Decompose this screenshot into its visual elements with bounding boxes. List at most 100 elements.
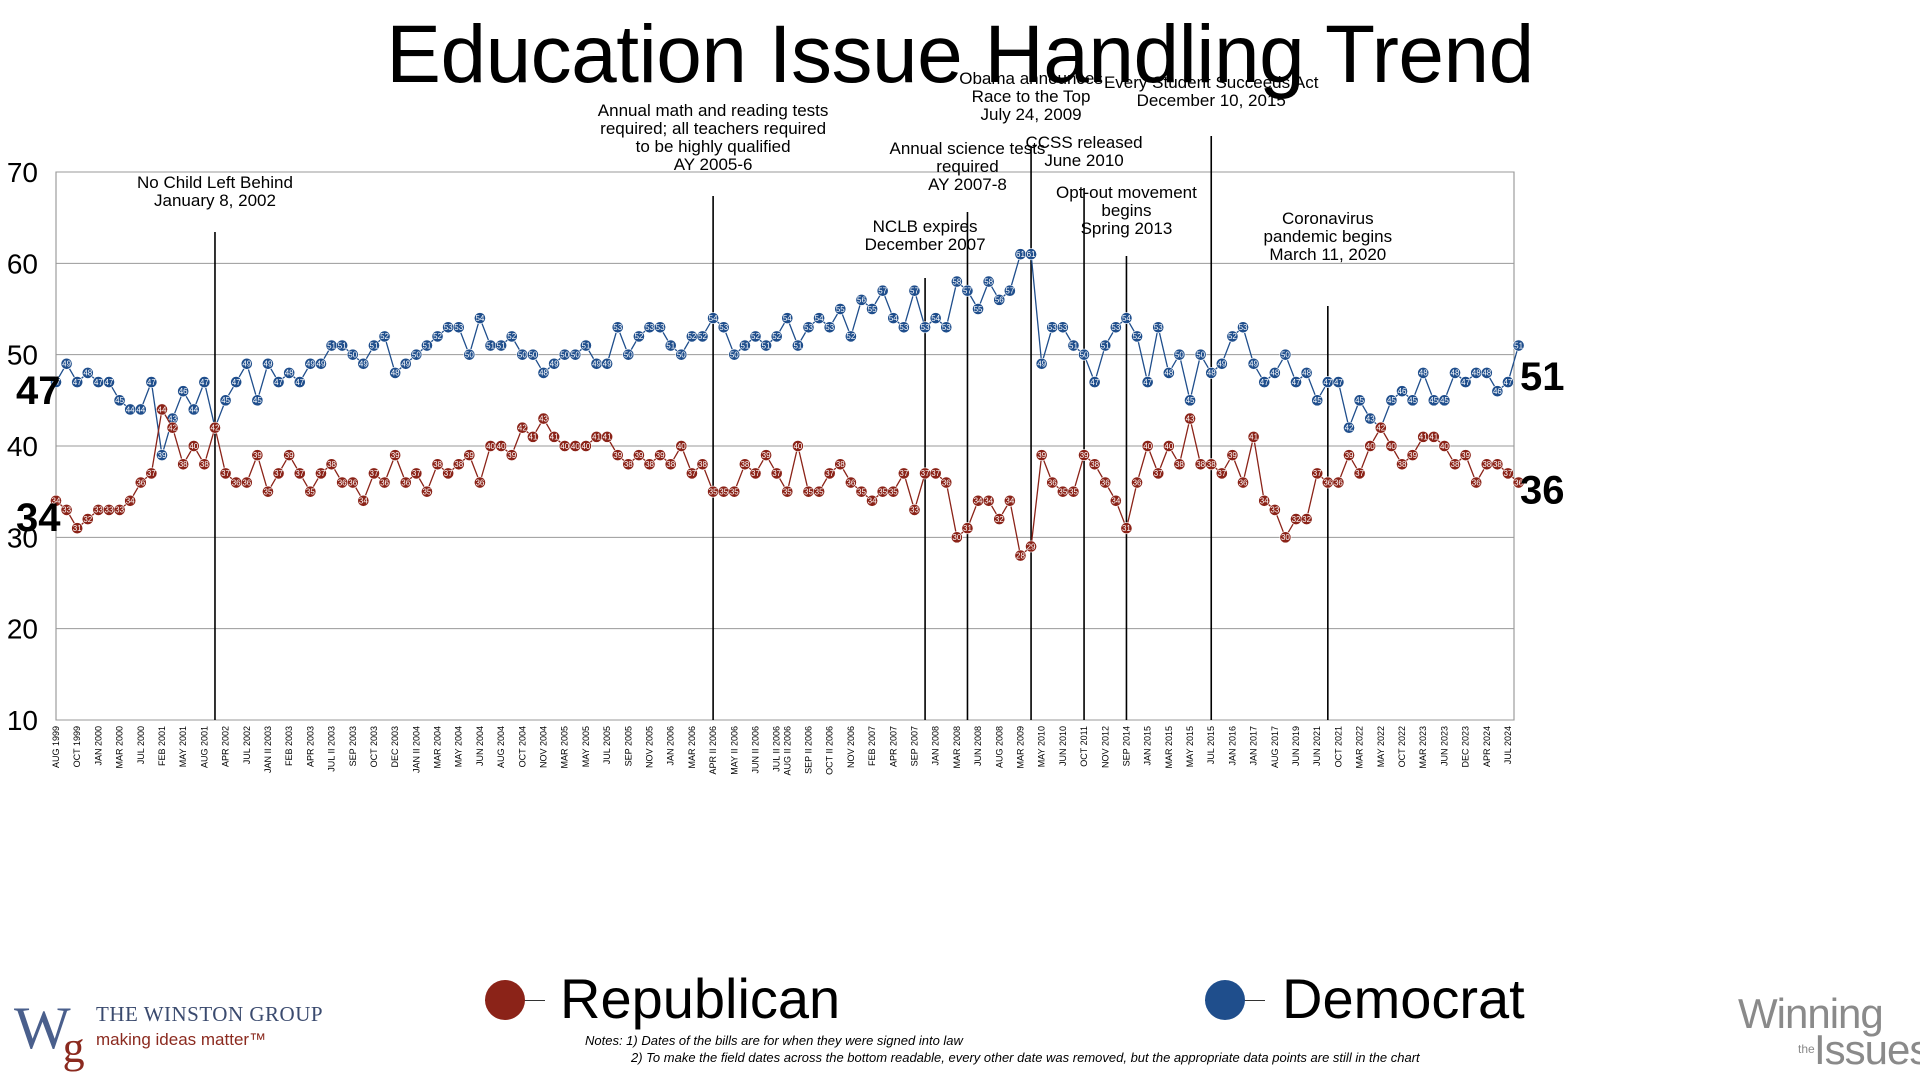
democrat-point-label: 50: [465, 350, 474, 359]
x-tick-label: MAR 2004: [433, 726, 443, 769]
democrat-point-marker: [1109, 321, 1122, 334]
republican-point-label: 34: [1005, 497, 1014, 506]
republican-point-label: 41: [603, 433, 612, 442]
grid-layer: 10 20 30 40 50 60 70: [7, 157, 1515, 736]
democrat-data-point: 51: [739, 339, 751, 352]
democrat-data-point: 53: [1046, 321, 1059, 334]
republican-point-label: 39: [465, 451, 474, 460]
republican-data-point: 38: [325, 458, 338, 471]
republican-data-point: 36: [230, 476, 243, 489]
republican-point-label: 33: [105, 506, 114, 515]
democrat-point-marker: [1152, 321, 1165, 334]
democrat-point-label: 49: [306, 360, 315, 369]
democrat-point-marker: [580, 339, 592, 352]
democrat-point-marker: [1396, 385, 1408, 398]
republican-point-marker: [156, 403, 168, 416]
republican-point-marker: [887, 485, 900, 498]
republican-point-label: 37: [931, 469, 940, 478]
republican-point-marker: [346, 476, 359, 489]
republican-data-point: 38: [622, 458, 635, 471]
republican-point-label: 36: [1101, 478, 1110, 487]
republican-point-label: 42: [168, 424, 177, 433]
x-tick-label: SEP II 2006: [803, 726, 813, 774]
republican-data-point: 35: [855, 485, 868, 498]
democrat-data-point: 52: [1131, 330, 1143, 343]
republican-point-marker: [1459, 449, 1472, 462]
annotation-text: Spring 2013: [1081, 219, 1173, 238]
republican-point-label: 36: [1133, 478, 1142, 487]
republican-data-point: 39: [505, 449, 518, 462]
republican-point-marker: [399, 476, 412, 489]
republican-point-label: 38: [645, 460, 654, 469]
x-tick-label: JAN II 2003: [263, 726, 273, 773]
democrat-point-label: 50: [730, 350, 739, 359]
democrat-data-point: 47: [293, 376, 306, 388]
annotation-text: January 8, 2002: [154, 191, 276, 210]
x-tick-label: JAN II 2004: [411, 726, 421, 773]
republican-point-label: 36: [232, 478, 241, 487]
x-tick-label: NOV 2006: [846, 726, 856, 768]
republican-data-point: 36: [844, 476, 857, 489]
democrat-data-point: 49: [1035, 357, 1048, 370]
republican-point-label: 39: [1461, 451, 1470, 460]
democrat-point-marker: [1205, 367, 1218, 379]
republican-point-marker: [304, 485, 317, 498]
annotation-text: NCLB expires: [873, 217, 978, 236]
republican-data-point: 31: [961, 522, 974, 535]
democrat-point-label: 45: [253, 396, 262, 405]
republican-point-label: 38: [1090, 460, 1099, 469]
democrat-point-marker: [1237, 321, 1249, 334]
democrat-point-label: 49: [1249, 360, 1258, 369]
democrat-point-marker: [717, 321, 730, 334]
republican-point-label: 37: [274, 469, 283, 478]
democrat-point-marker: [452, 321, 465, 334]
republican-data-point: 38: [452, 458, 465, 471]
republican-point-marker: [1109, 494, 1122, 507]
republican-point-label: 40: [497, 442, 506, 451]
x-tick-label: FEB 2007: [867, 726, 877, 766]
republican-point-marker: [219, 467, 232, 480]
democrat-point-marker: [739, 339, 751, 352]
democrat-point-marker: [1343, 421, 1355, 434]
republican-point-marker: [1078, 449, 1090, 462]
chart-notes: Notes: 1) Dates of the bills are for whe…: [585, 1032, 1420, 1066]
democrat-point-label: 50: [1196, 350, 1205, 359]
democrat-point-marker: [855, 293, 868, 306]
annotation-text: Every Student Succeeds Act: [1104, 73, 1319, 92]
x-tick-label: JUN 2004: [475, 726, 485, 766]
democrat-data-point: 50: [1173, 348, 1186, 361]
democrat-data-point: 54: [707, 312, 720, 325]
x-tick-label: AUG 2008: [994, 726, 1004, 768]
republican-data-point: 29: [1025, 540, 1037, 553]
democrat-point-marker: [1247, 357, 1260, 370]
x-tick-label: MAR 2000: [115, 726, 125, 769]
democrat-point-label: 57: [910, 287, 919, 296]
republican-point-label: 40: [1440, 442, 1449, 451]
democrat-point-label: 45: [1186, 396, 1195, 405]
republican-point-marker: [1046, 476, 1059, 489]
republican-point-marker: [1184, 412, 1196, 425]
democrat-point-label: 54: [783, 314, 792, 323]
x-tick-label: APR II 2006: [708, 726, 718, 775]
republican-data-point: 38: [1173, 458, 1186, 471]
democrat-data-point: 51: [421, 339, 433, 352]
democrat-point-marker: [728, 348, 741, 361]
democrat-data-point: 61: [1025, 248, 1037, 261]
republican-point-marker: [1502, 467, 1514, 480]
republican-data-point: 39: [283, 449, 296, 462]
annotation-text: July 24, 2009: [980, 105, 1081, 124]
democrat-point-marker: [791, 339, 804, 352]
y-tick-label: 50: [7, 340, 38, 371]
democrat-point-marker: [834, 303, 847, 315]
x-tick-label: AUG 2017: [1270, 726, 1280, 768]
democrat-data-point: 50: [569, 348, 582, 361]
republican-point-label: 39: [1228, 451, 1237, 460]
x-tick-label: DEC 2023: [1461, 726, 1471, 768]
republican-point-label: 36: [401, 478, 410, 487]
republican-data-point: 33: [1268, 504, 1281, 516]
annotation-text: AY 2005-6: [674, 155, 753, 174]
democrat-point-marker: [495, 339, 508, 352]
democrat-point-label: 53: [719, 323, 728, 332]
democrat-data-point: 47: [1088, 376, 1101, 388]
democrat-data-point: 53: [897, 321, 910, 334]
